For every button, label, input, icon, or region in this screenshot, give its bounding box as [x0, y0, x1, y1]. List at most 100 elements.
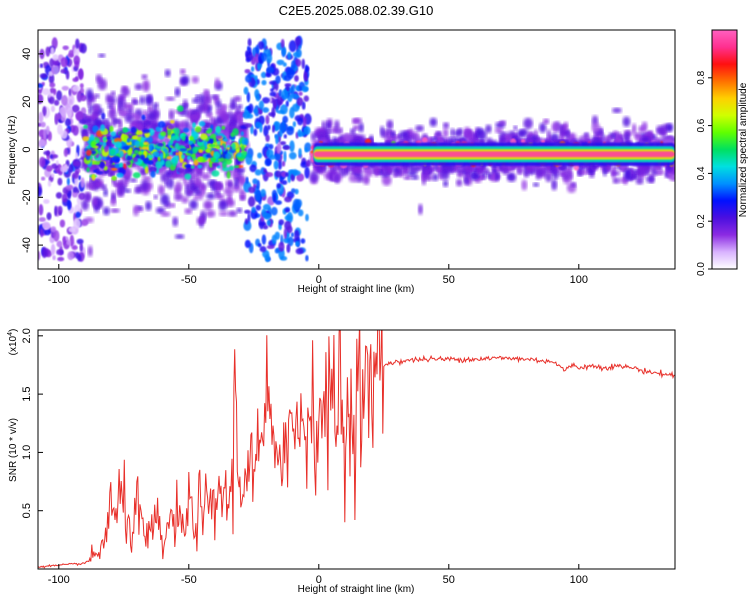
spectrogram-cell-2137: [334, 120, 340, 132]
spectrogram-cell-1134: [208, 160, 213, 168]
spectrogram-cell-3041: [563, 121, 569, 131]
spectrogram-cell-139: [75, 211, 81, 218]
spectrogram-cell-2724: [379, 125, 385, 137]
spectrogram-cell-2633: [310, 132, 317, 141]
colorbar-tick-label-1: 0.2: [696, 214, 707, 228]
spectrogram-cell-1365: [213, 151, 221, 159]
spectrogram-cell-1592: [284, 208, 290, 213]
spectrogram-cell-195: [50, 243, 56, 256]
spectrogram-cell-1316: [133, 149, 139, 154]
spectrogram-cell-1363: [165, 160, 172, 168]
spectrogram-cell-1688: [286, 243, 291, 253]
spectrogram-cell-1679: [281, 160, 286, 167]
spectrogram-cell-1106: [191, 131, 197, 138]
spectrogram-cell-1651: [280, 256, 288, 261]
spectrogram-cell-125: [61, 85, 69, 91]
spectrogram-cell-1308: [175, 152, 179, 156]
spectrogram-cell-3051: [465, 164, 472, 176]
spectrogram-cell-312: [164, 69, 171, 77]
spectrogram-cell-194: [46, 165, 53, 172]
spectrogram-cell-2008: [494, 127, 503, 134]
spectrogram-cell-2386: [450, 128, 455, 137]
spectrogram-cell-1100: [86, 167, 90, 173]
spectrogram-cell-1595: [284, 214, 292, 221]
spectrogram-cell-806: [215, 194, 225, 200]
spectrogram-cell-1080: [106, 156, 111, 161]
spectrogram-cell-854: [86, 88, 94, 101]
spectrogram-cell-758: [95, 74, 103, 84]
spectrogram-cell-199: [77, 254, 82, 262]
spectrogram-cell-780: [118, 98, 123, 110]
spectrogram-cell-218: [80, 94, 87, 102]
spectrogram-cell-1250: [141, 146, 149, 150]
spectrogram-cell-1349: [100, 161, 105, 170]
spectrogram-x-tick-label-3: 50: [443, 274, 455, 286]
spectrogram-cell-1661: [262, 107, 270, 113]
spectrogram-cell-1467: [297, 209, 304, 217]
spectrogram-cell-457: [236, 207, 243, 214]
spectrogram-y-tick-label-1: -20: [21, 189, 33, 205]
spectrogram-cell-1579: [304, 166, 310, 179]
colorbar-gradient: [711, 29, 738, 270]
spectrogram-cell-2690: [472, 173, 481, 178]
spectrogram-cell-1323: [116, 172, 124, 178]
spectrogram-cell-3032: [495, 170, 500, 182]
snr-x-tick-label-2: 0: [316, 574, 322, 586]
spectrogram-cell-704: [218, 211, 229, 217]
spectrogram-cell-182: [48, 96, 55, 105]
spectrogram-cell-151: [71, 245, 78, 250]
spectrogram-cell-1342: [146, 154, 154, 159]
spectrogram-cell-1286: [160, 159, 165, 166]
spectrogram-cell-1628: [243, 86, 249, 95]
spectrogram-cell-140: [79, 83, 84, 89]
spectrogram-cell-2123: [646, 175, 655, 184]
spectrogram-cell-759: [234, 95, 242, 102]
spectrogram-cell-1539: [294, 188, 299, 195]
spectrogram-cell-1531: [265, 114, 270, 125]
spectrogram-cell-208: [38, 83, 44, 88]
spectrogram-cell-241: [73, 55, 80, 65]
spectrogram-cell-65: [50, 173, 55, 178]
spectrogram-cell-1264: [222, 138, 228, 142]
spectrogram-cell-1478: [255, 204, 262, 211]
spectrogram-cell-1382: [283, 150, 287, 163]
spectrogram-cell-1693: [283, 74, 292, 82]
spectrogram-cell-1643: [294, 229, 300, 241]
spectrogram-cell-2851: [506, 134, 512, 141]
spectrogram-cell-756: [147, 111, 156, 122]
spectrogram-cell-1145: [190, 114, 199, 120]
spectrogram-cell-1683: [302, 116, 307, 128]
spectrogram-cell-1164: [188, 140, 194, 145]
snr-y-tick-label-2: 1.5: [21, 386, 33, 401]
spectrogram-cell-101: [67, 94, 75, 106]
spectrogram-cell-777: [88, 104, 93, 116]
spectrogram-cell-2529: [418, 203, 423, 215]
spectrogram-cell-830: [194, 175, 201, 188]
spectrogram-cell-1246: [171, 135, 180, 140]
spectrogram-cell-783: [160, 172, 169, 183]
spectrogram-cell-2062: [432, 173, 439, 182]
spectrogram-cell-2603: [638, 125, 646, 133]
spectrogram-cell-811: [212, 182, 223, 190]
spectrogram-cell-211: [55, 160, 59, 166]
spectrogram-cell-453: [189, 199, 198, 210]
spectrogram-cell-1343: [172, 157, 176, 164]
spectrogram-cell-3063: [521, 179, 528, 191]
spectrogram-cell-1665: [297, 129, 303, 138]
spectrogram-cell-1700: [276, 142, 282, 154]
spectrogram-cell-591: [191, 76, 199, 84]
spectrogram-cell-1686: [260, 189, 267, 198]
spectrogram-cell-3093: [309, 170, 319, 183]
spectrogram-cell-1618: [245, 153, 253, 165]
spectrogram-cell-869: [184, 208, 193, 215]
spectrogram-cell-239: [72, 85, 80, 92]
spectrogram-cell-2950: [424, 169, 429, 179]
spectrogram-cell-858: [83, 117, 93, 125]
spectrogram-cell-855: [105, 93, 113, 104]
spectrogram-cell-1153: [92, 125, 99, 133]
spectrogram-cell-1474: [263, 125, 269, 137]
spectrogram-cell-172: [68, 163, 74, 173]
spectrogram-cell-1278: [127, 138, 130, 143]
spectrogram-cell-2811: [442, 122, 450, 129]
spectrogram-cell-224: [39, 73, 48, 79]
